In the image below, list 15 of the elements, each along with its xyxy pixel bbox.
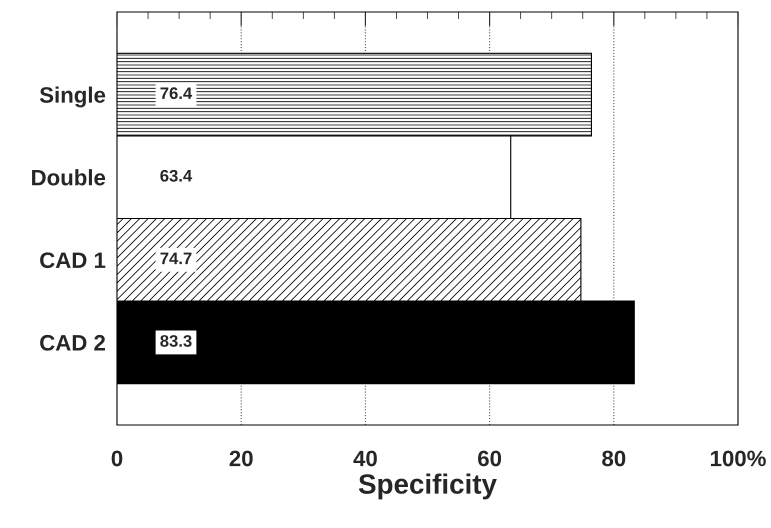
y-tick-label: Single xyxy=(40,86,106,108)
data-label: 74.7 xyxy=(160,252,192,264)
y-tick-label: CAD 1 xyxy=(40,252,106,268)
x-tick-label: 80 xyxy=(602,450,626,466)
x-tick-label: 20 xyxy=(230,450,253,466)
x-tick-label: 100% xyxy=(710,450,766,466)
x-tick-label: 60 xyxy=(478,450,502,466)
data-label: 83.3 xyxy=(160,335,192,347)
data-label: 63.4 xyxy=(160,170,192,182)
x-axis-title: Specificity xyxy=(358,473,497,500)
x-tick-label: 0 xyxy=(112,450,122,466)
x-tick-label: 40 xyxy=(353,450,377,466)
data-label: 76.4 xyxy=(160,87,192,100)
y-tick-label: Double xyxy=(32,169,106,186)
y-tick-label: CAD 2 xyxy=(40,334,105,351)
